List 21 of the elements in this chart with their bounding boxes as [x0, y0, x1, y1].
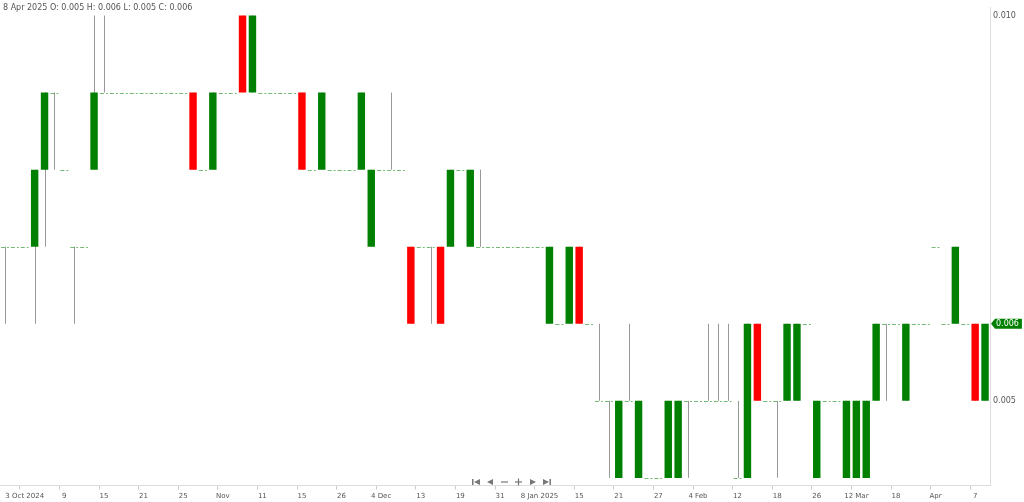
candlestick [99, 15, 109, 94]
candlestick [881, 323, 891, 402]
candlestick [386, 92, 396, 171]
candlestick [713, 323, 723, 402]
candlestick [49, 92, 59, 171]
y-tick-label: 0.005 [993, 395, 1016, 405]
candlestick [703, 323, 713, 402]
candlestick [69, 246, 79, 325]
candlestick [772, 400, 782, 479]
candlestick [604, 400, 614, 479]
candlestick [624, 323, 634, 402]
candlestick [475, 169, 485, 248]
candlestick [426, 246, 436, 325]
candlestick [733, 400, 743, 479]
annotation: 0.006 [996, 318, 1019, 328]
chart-title: 8 Apr 2025 O: 0.005 H: 0.006 L: 0.005 C: 0.006 [3, 3, 193, 13]
candlestick [0, 246, 10, 325]
candlestick [594, 323, 604, 402]
y-tick-label: 0.010 [993, 10, 1016, 20]
candlestick [683, 400, 693, 479]
candlestick [723, 323, 733, 402]
